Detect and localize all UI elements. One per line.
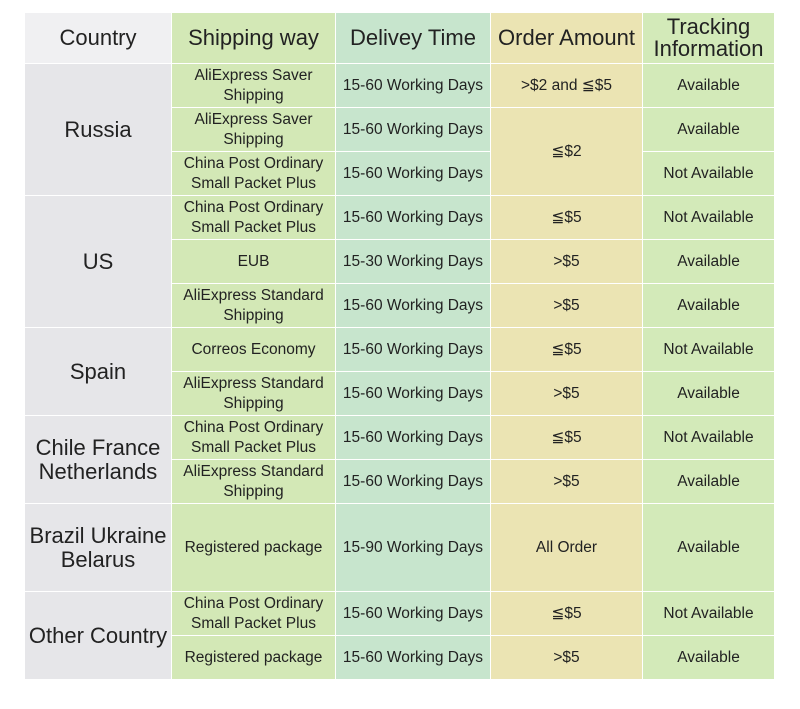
delivery-time-cell: 15-60 Working Days (335, 327, 491, 372)
table-row: Other Country China Post Ordinary Small P… (24, 591, 775, 680)
order-amount-cell: All Order (490, 503, 643, 592)
tracking-cell: Available (642, 371, 775, 416)
tracking-cell: Available (642, 283, 775, 328)
table-row: US China Post Ordinary Small Packet Plus 1… (24, 195, 775, 328)
tracking-cell: Available (642, 63, 775, 108)
header-row: Country Shipping way Delivey Time Order … (24, 12, 775, 64)
delivery-time-cell: 15-30 Working Days (335, 239, 491, 284)
order-amount-cell: >$5 (490, 239, 643, 284)
country-cell: Other Country (24, 591, 172, 680)
order-amount-cell: ≦$5 (490, 591, 643, 636)
table-row: Russia AliExpress Saver Shipping 15-60 Wor… (24, 63, 775, 196)
order-amount-cell: >$5 (490, 283, 643, 328)
country-cell: US (24, 195, 172, 328)
table-row: AliExpress Standard Shipping 15-60 Workin… (25, 371, 775, 416)
delivery-time-cell: 15-90 Working Days (335, 503, 491, 592)
order-amount-cell: ≦$5 (490, 327, 643, 372)
shipping-way-cell: AliExpress Saver Shipping (171, 107, 336, 152)
shipping-way-cell: AliExpress Saver Shipping (171, 63, 336, 108)
delivery-time-cell: 15-60 Working Days (335, 283, 491, 328)
tracking-cell: Not Available (642, 415, 775, 460)
delivery-time-cell: 15-60 Working Days (335, 195, 491, 240)
order-amount-cell: ≦$5 (490, 195, 643, 240)
header-tracking: Tracking Information (642, 12, 775, 64)
country-cell: Chile France Netherlands (24, 415, 172, 504)
shipping-way-cell: China Post Ordinary Small Packet Plus (171, 415, 336, 460)
delivery-time-cell: 15-60 Working Days (335, 415, 491, 460)
shipping-way-cell: EUB (171, 239, 336, 284)
country-cell: Spain (24, 327, 172, 416)
order-amount-cell: ≦$2 (490, 107, 643, 196)
shipping-way-cell: Registered package (171, 503, 336, 592)
header-country: Country (24, 12, 172, 64)
delivery-time-cell: 15-60 Working Days (335, 371, 491, 416)
order-amount-cell: >$5 (490, 459, 643, 504)
delivery-time-cell: 15-60 Working Days (335, 151, 491, 196)
shipping-way-cell: AliExpress Standard Shipping (171, 371, 336, 416)
table-row: AliExpress Saver Shipping 15-60 Working D… (25, 107, 775, 196)
tracking-cell: Available (642, 107, 775, 152)
order-amount-cell: >$5 (490, 635, 643, 680)
shipping-way-cell: Correos Economy (171, 327, 336, 372)
tracking-cell: Available (642, 503, 775, 592)
delivery-time-cell: 15-60 Working Days (335, 459, 491, 504)
table-row: Registered package 15-60 Working Days >$5 A… (25, 635, 775, 680)
tracking-cell: Available (642, 635, 775, 680)
order-amount-cell: ≦$5 (490, 415, 643, 460)
order-amount-cell: >$5 (490, 371, 643, 416)
tracking-cell: Not Available (642, 327, 775, 372)
table-row: Spain Correos Economy 15-60 Working Days ≦$… (24, 327, 775, 416)
table-row: Brazil Ukraine Belarus Registered package… (24, 503, 775, 592)
tracking-cell: Available (642, 459, 775, 504)
shipping-table: Country Shipping way Delivey Time Order … (24, 12, 775, 680)
country-cell: Russia (24, 63, 172, 196)
table-row: China Post Ordinary Small Packet Plus 15-… (25, 151, 775, 196)
delivery-time-cell: 15-60 Working Days (335, 591, 491, 636)
tracking-cell: Not Available (642, 195, 775, 240)
header-delivery-time: Delivey Time (335, 12, 491, 64)
shipping-way-cell: China Post Ordinary Small Packet Plus (171, 195, 336, 240)
tracking-cell: Available (642, 239, 775, 284)
header-shipping-way: Shipping way (171, 12, 336, 64)
table-row: AliExpress Standard Shipping 15-60 Workin… (25, 459, 775, 504)
shipping-way-cell: AliExpress Standard Shipping (171, 283, 336, 328)
shipping-way-cell: China Post Ordinary Small Packet Plus (171, 151, 336, 196)
order-amount-cell: >$2 and ≦$5 (490, 63, 643, 108)
delivery-time-cell: 15-60 Working Days (335, 107, 491, 152)
country-cell: Brazil Ukraine Belarus (24, 503, 172, 592)
table-row: AliExpress Standard Shipping 15-60 Workin… (25, 283, 775, 328)
shipping-way-cell: Registered package (171, 635, 336, 680)
delivery-time-cell: 15-60 Working Days (335, 635, 491, 680)
shipping-way-cell: AliExpress Standard Shipping (171, 459, 336, 504)
shipping-way-cell: China Post Ordinary Small Packet Plus (171, 591, 336, 636)
tracking-cell: Not Available (642, 151, 775, 196)
table-row: EUB 15-30 Working Days >$5 Available (25, 239, 775, 284)
header-order-amount: Order Amount (490, 12, 643, 64)
tracking-cell: Not Available (642, 591, 775, 636)
delivery-time-cell: 15-60 Working Days (335, 63, 491, 108)
table-row: Chile France Netherlands China Post Ordin… (24, 415, 775, 504)
